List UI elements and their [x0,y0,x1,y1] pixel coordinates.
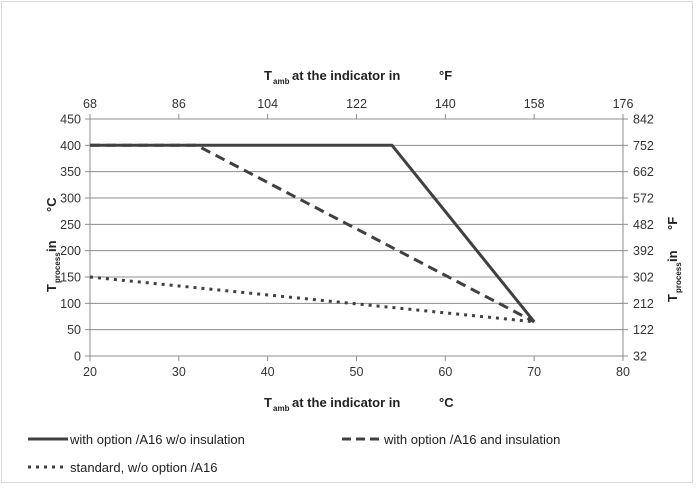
x-tick-label-30: 30 [172,365,186,379]
right-axis-title-rest: in [665,250,680,262]
x-tick-label-50: 50 [350,365,364,379]
x-top-tick-label-104: 104 [257,97,278,111]
x-top-tick-label-158: 158 [524,97,545,111]
legend-item-solid: with option /A16 w/o insulation [28,432,245,447]
x-tick-label-60: 60 [438,365,452,379]
y-right-tick-label-842: 842 [633,113,654,127]
y-right-tick-label-752: 752 [633,139,654,153]
left-axis-title-sub: process [53,252,62,283]
left-axis-title-unit: °C [44,197,59,212]
y-tick-label-350: 350 [60,165,81,179]
x-top-tick-label-68: 68 [83,97,97,111]
y-tick-label-50: 50 [67,323,81,337]
x-tick-label-20: 20 [83,365,97,379]
y-right-tick-label-302: 302 [633,271,654,285]
y-right-tick-label-572: 572 [633,192,654,206]
legend-item-dotted: standard, w/o option /A16 [28,460,217,475]
x-tick-label-70: 70 [527,365,541,379]
x-top-tick-label-140: 140 [435,97,456,111]
tick-labels: 0 32 50 122 100 212 150 302 200 392 250 482 300 572 35… [60,97,654,379]
x-tick-label-40: 40 [261,365,275,379]
right-axis-title-unit: °F [665,217,680,230]
axes [85,114,628,361]
y-right-tick-label-212: 212 [633,297,654,311]
bottom-axis-title: T [264,395,272,410]
legend-label-dashed: with option /A16 and insulation [383,432,560,447]
top-axis-title: T [264,68,272,83]
bottom-axis-title-sub: amb [273,404,290,413]
series-group [89,143,536,324]
y-right-tick-label-392: 392 [633,244,654,258]
grid [90,118,623,357]
y-tick-label-200: 200 [60,244,81,258]
series-line-dashed [90,143,535,324]
y-right-tick-label-482: 482 [633,218,654,232]
x-top-tick-label-122: 122 [346,97,367,111]
y-right-tick-label-32: 32 [633,350,647,364]
legend-item-dashed: with option /A16 and insulation [342,432,560,447]
y-tick-label-300: 300 [60,192,81,206]
right-axis-title-sub: process [674,262,683,293]
y-right-tick-label-662: 662 [633,165,654,179]
top-axis-title-sub: amb [273,77,290,86]
y-tick-label-250: 250 [60,218,81,232]
x-top-tick-label-86: 86 [172,97,186,111]
top-axis-title-rest: at the indicator in [292,68,400,83]
left-axis-title-rest: in [44,240,59,252]
x-tick-label-80: 80 [616,365,630,379]
y-tick-label-0: 0 [74,350,81,364]
legend: with option /A16 w/o insulation with opt… [28,432,560,475]
y-tick-label-100: 100 [60,297,81,311]
legend-label-dotted: standard, w/o option /A16 [70,460,217,475]
series-line-dotted [89,275,535,324]
top-axis-title-unit: °F [439,68,452,83]
right-axis-title-group: T process in °F [665,217,683,302]
y-tick-label-150: 150 [60,271,81,285]
bottom-axis-title-unit: °C [439,395,454,410]
y-tick-label-400: 400 [60,139,81,153]
x-top-tick-label-176: 176 [613,97,634,111]
left-axis-title-group: T process in °C [44,197,62,292]
left-axis-title: T [44,284,59,292]
right-axis-title: T [665,294,680,302]
bottom-axis-title-rest: at the indicator in [292,395,400,410]
legend-label-solid: with option /A16 w/o insulation [69,432,245,447]
y-tick-label-450: 450 [60,113,81,127]
y-right-tick-label-122: 122 [633,323,654,337]
